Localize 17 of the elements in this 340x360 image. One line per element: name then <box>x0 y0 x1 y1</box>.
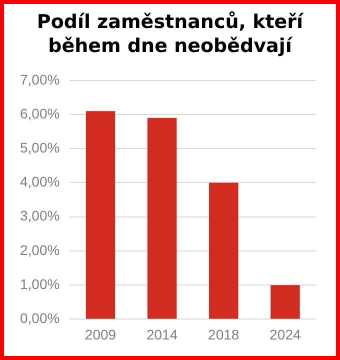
y-tick-label: 2,00% <box>20 242 60 258</box>
x-tick-label: 2024 <box>270 326 301 342</box>
y-tick-label: 1,00% <box>20 276 60 292</box>
x-tick-label: 2018 <box>208 326 240 342</box>
x-tick-label: 2014 <box>146 326 178 342</box>
x-tick-label: 2009 <box>84 326 116 342</box>
bar <box>86 111 116 319</box>
y-tick-label: 3,00% <box>20 208 60 224</box>
y-tick-label: 6,00% <box>20 105 60 122</box>
y-tick-label: 4,00% <box>20 174 60 190</box>
y-tick-label: 7,00% <box>20 71 60 88</box>
bar <box>147 118 177 319</box>
chart-title: Podíl zaměstnanců, kteří během dne neobědvají <box>36 10 305 58</box>
bar <box>270 285 300 319</box>
y-tick-label: 5,00% <box>20 139 60 156</box>
y-tick-label: 0,00% <box>20 310 60 326</box>
bar <box>209 182 238 319</box>
